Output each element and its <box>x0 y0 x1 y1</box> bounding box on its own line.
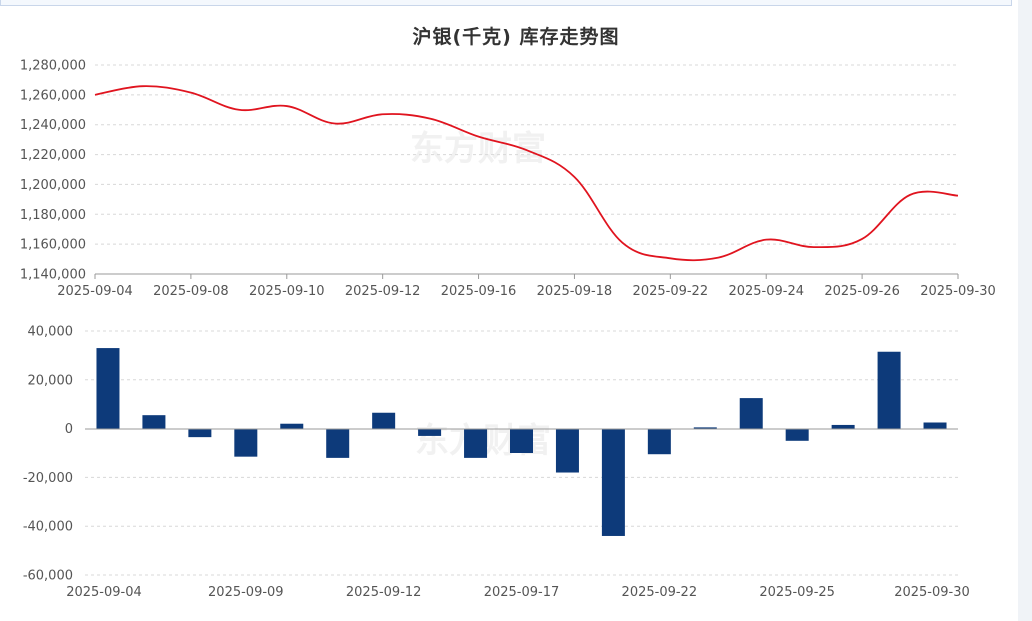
bar <box>418 428 442 436</box>
bar-chart-y-ticks: -60,000 -40,000 -20,000 0 20,000 40,000 <box>23 325 73 584</box>
window-right-edge <box>1018 0 1032 621</box>
bar <box>831 424 855 429</box>
bar <box>739 398 763 429</box>
bar-x-tick-label: 2025-09-25 <box>759 585 835 600</box>
bar-x-tick-label: 2025-09-17 <box>484 585 560 600</box>
bar <box>510 428 533 453</box>
line-y-tick-label: 1,240,000 <box>20 118 86 133</box>
bar-y-tick-label: 0 <box>65 422 73 437</box>
bar-y-tick-label: 40,000 <box>28 325 74 340</box>
bar-x-tick-label: 2025-09-04 <box>66 585 142 600</box>
bar <box>234 428 258 457</box>
bar <box>785 428 809 441</box>
line-x-tick-label: 2025-09-18 <box>537 284 613 299</box>
line-y-tick-label: 1,140,000 <box>20 268 86 283</box>
chart-title: 沪银(千克) 库存走势图 <box>412 26 620 48</box>
line-chart: 东方财富 1,140,0001,160,0001,180,0001,200,00… <box>20 59 996 300</box>
line-x-tick-label: 2025-09-12 <box>345 284 421 299</box>
bar-y-tick-label: -60,000 <box>23 569 73 584</box>
bar-x-tick-label: 2025-09-09 <box>208 585 284 600</box>
line-chart-y-ticks: 1,140,000 1,160,000 1,180,000 1,200,000 1,22… <box>20 59 86 283</box>
line-x-tick-label: 2025-09-26 <box>824 284 900 299</box>
bar-x-tick-label: 2025-09-22 <box>622 585 698 600</box>
line-chart-x-ticks: 2025-09-04 2025-09-08 2025-09-10 2025-09-12… <box>57 274 996 299</box>
window-top-strip <box>0 0 1012 6</box>
bar-x-tick-label: 2025-09-30 <box>894 585 970 600</box>
line-x-tick-label: 2025-09-22 <box>633 284 709 299</box>
bar <box>326 428 350 458</box>
line-y-tick-label: 1,180,000 <box>20 208 86 223</box>
line-x-tick-label: 2025-09-10 <box>249 284 325 299</box>
bar <box>555 428 579 473</box>
bar-chart-grid <box>85 330 958 576</box>
bar-y-tick-label: 20,000 <box>28 373 74 388</box>
line-y-tick-label: 1,220,000 <box>20 148 86 163</box>
line-x-tick-label: 2025-09-08 <box>153 284 229 299</box>
bar <box>693 427 717 429</box>
bar <box>280 423 304 429</box>
line-y-tick-label: 1,160,000 <box>20 238 86 253</box>
bar <box>188 428 212 438</box>
bar <box>96 348 120 429</box>
line-x-tick-label: 2025-09-30 <box>920 284 996 299</box>
bar-y-tick-label: -40,000 <box>23 520 73 535</box>
line-y-tick-label: 1,280,000 <box>20 59 86 74</box>
bar-chart-x-ticks: 2025-09-04 2025-09-09 2025-09-12 2025-09-17… <box>66 585 970 600</box>
bar <box>372 412 396 429</box>
bar <box>877 351 901 429</box>
bar <box>142 415 166 429</box>
line-x-tick-label: 2025-09-04 <box>57 284 133 299</box>
line-x-tick-label: 2025-09-16 <box>441 284 517 299</box>
bar <box>647 428 671 455</box>
bar-y-tick-label: -20,000 <box>23 471 73 486</box>
bar-x-tick-label: 2025-09-12 <box>346 585 422 600</box>
bar <box>923 422 947 429</box>
line-x-tick-label: 2025-09-24 <box>728 284 804 299</box>
line-y-tick-label: 1,260,000 <box>20 88 86 103</box>
line-series-inventory <box>94 85 959 262</box>
line-y-tick-label: 1,200,000 <box>20 178 86 193</box>
bar <box>601 428 625 536</box>
bar-series-change <box>96 348 947 536</box>
bar <box>464 428 488 458</box>
